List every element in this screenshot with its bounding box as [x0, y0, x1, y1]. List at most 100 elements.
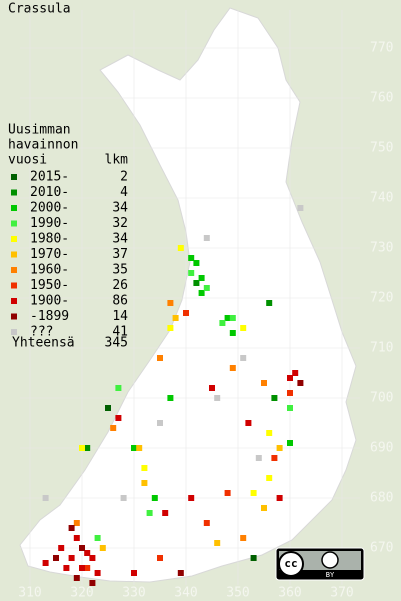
- x-tick-label: 330: [122, 586, 145, 601]
- observation: [73, 535, 80, 541]
- legend-count-header: lkm: [105, 153, 129, 168]
- observation: [287, 405, 293, 411]
- observation: [245, 420, 252, 426]
- observation: [79, 545, 85, 551]
- legend-label: ???: [30, 325, 53, 340]
- legend-swatch: [11, 205, 17, 211]
- observation: [214, 540, 221, 546]
- y-tick-label: 760: [370, 91, 393, 106]
- observation: [177, 570, 184, 576]
- observation: [79, 565, 85, 571]
- legend-count: 32: [112, 216, 128, 231]
- observation: [177, 245, 184, 251]
- observation: [157, 355, 163, 361]
- legend-label: 2000-: [30, 201, 69, 216]
- observation: [203, 285, 210, 291]
- observation: [266, 300, 273, 306]
- legend-swatch: [11, 174, 17, 180]
- observation: [188, 270, 195, 276]
- observation: [266, 475, 273, 481]
- legend-count: 41: [112, 325, 128, 340]
- legend-count: 26: [112, 278, 128, 293]
- y-tick-label: 680: [370, 491, 393, 506]
- observation: [297, 205, 304, 211]
- observation: [84, 565, 91, 571]
- legend-header: havainnon: [8, 138, 78, 153]
- map-title: Crassula: [8, 2, 71, 17]
- legend-count: 2: [120, 170, 128, 185]
- total-label: Yhteensä: [12, 336, 75, 351]
- observation: [229, 330, 236, 336]
- observation: [198, 275, 205, 281]
- observation: [183, 310, 189, 316]
- legend-swatch: [11, 313, 17, 320]
- y-tick-label: 720: [370, 291, 393, 306]
- observation: [58, 545, 65, 551]
- observation: [94, 570, 101, 576]
- observation: [224, 490, 231, 496]
- observation: [167, 325, 174, 331]
- legend-swatch: [11, 220, 17, 227]
- observation: [42, 495, 49, 501]
- observation: [131, 570, 137, 576]
- observation: [89, 580, 96, 586]
- observation: [162, 510, 169, 516]
- observation: [229, 365, 236, 371]
- observation: [198, 290, 205, 296]
- observation: [73, 520, 80, 526]
- observation: [188, 255, 195, 261]
- legend-swatch: [11, 251, 17, 258]
- x-tick-label: 360: [278, 586, 301, 601]
- observation: [53, 555, 59, 561]
- observation: [193, 280, 200, 286]
- legend-label: 1950-: [30, 278, 69, 293]
- observation: [136, 445, 143, 451]
- observation: [203, 520, 210, 526]
- observation: [141, 480, 148, 486]
- y-tick-label: 700: [370, 391, 393, 406]
- observation: [79, 445, 85, 451]
- legend-swatch: [11, 329, 17, 335]
- observation: [292, 370, 299, 376]
- observation: [240, 355, 247, 361]
- observation: [261, 380, 267, 386]
- observation: [89, 555, 96, 561]
- legend-swatch: [11, 267, 17, 273]
- observation: [219, 320, 226, 326]
- observation: [240, 535, 247, 541]
- x-tick-label: 370: [330, 586, 353, 601]
- observation: [146, 510, 153, 516]
- legend-label: 1900-: [30, 294, 69, 309]
- observation: [167, 300, 174, 306]
- legend-count: 4: [120, 185, 128, 200]
- observation: [266, 430, 273, 436]
- total-count: 345: [105, 336, 128, 351]
- observation: [255, 455, 262, 461]
- legend-count: 37: [112, 247, 128, 262]
- x-tick-label: 320: [70, 586, 93, 601]
- observation: [151, 495, 158, 501]
- observation: [224, 315, 231, 321]
- observation: [276, 445, 283, 451]
- cc-text: cc: [284, 557, 297, 570]
- observation: [42, 560, 49, 566]
- observation: [73, 575, 80, 581]
- observation: [271, 455, 278, 461]
- observation: [172, 315, 179, 321]
- observation: [188, 495, 195, 501]
- observation: [141, 465, 148, 471]
- legend-label: 2015-: [30, 170, 69, 185]
- legend-label: 1980-: [30, 232, 69, 247]
- y-tick-label: 740: [370, 191, 393, 206]
- y-tick-label: 710: [370, 341, 393, 356]
- legend-label: 2010-: [30, 185, 69, 200]
- observation: [240, 325, 247, 331]
- x-tick-label: 350: [226, 586, 249, 601]
- observation: [157, 555, 163, 561]
- finland-outline: [19, 7, 357, 583]
- observation: [157, 420, 163, 426]
- legend-swatch: [11, 189, 17, 196]
- observation: [229, 315, 236, 321]
- y-tick-label: 690: [370, 441, 393, 456]
